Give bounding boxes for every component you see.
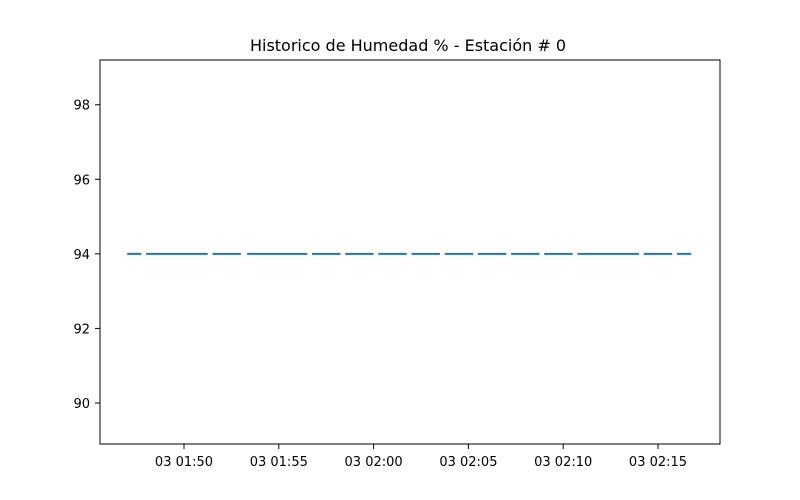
x-tick-label: 03 02:10 — [534, 455, 592, 470]
y-tick-label: 90 — [73, 397, 90, 412]
x-tick-label: 03 01:50 — [155, 455, 213, 470]
x-tick-label: 03 02:05 — [439, 455, 497, 470]
x-tick-label: 03 01:55 — [250, 455, 308, 470]
x-tick-label: 03 02:00 — [345, 455, 403, 470]
x-tick-label: 03 02:15 — [629, 455, 687, 470]
x-axis: 03 01:50 03 01:55 03 02:00 03 02:05 03 02:10… — [155, 444, 687, 470]
y-tick-label: 94 — [73, 248, 90, 263]
y-tick-label: 96 — [73, 173, 90, 188]
plot-area-frame — [99, 59, 721, 445]
y-tick-label: 98 — [73, 99, 90, 114]
chart-title: Historico de Humedad % - Estación # 0 — [250, 36, 566, 55]
y-axis: 90 92 94 96 98 — [73, 99, 100, 412]
y-tick-label: 92 — [73, 322, 90, 337]
